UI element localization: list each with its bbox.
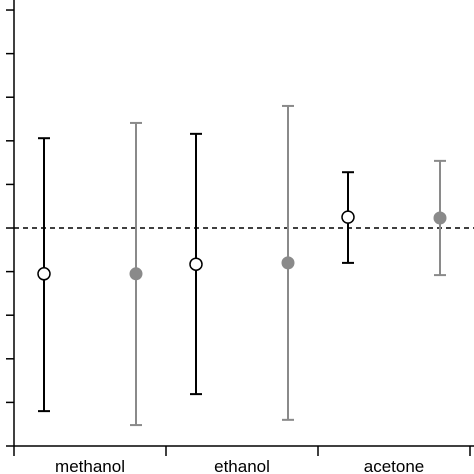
point [281, 256, 295, 270]
point [129, 267, 143, 281]
point [433, 211, 447, 225]
x-tick-label: acetone [364, 457, 425, 474]
x-tick-label: ethanol [214, 457, 270, 474]
point [37, 267, 51, 281]
point [189, 257, 203, 271]
point [341, 210, 355, 224]
x-tick-label: methanol [55, 457, 125, 474]
